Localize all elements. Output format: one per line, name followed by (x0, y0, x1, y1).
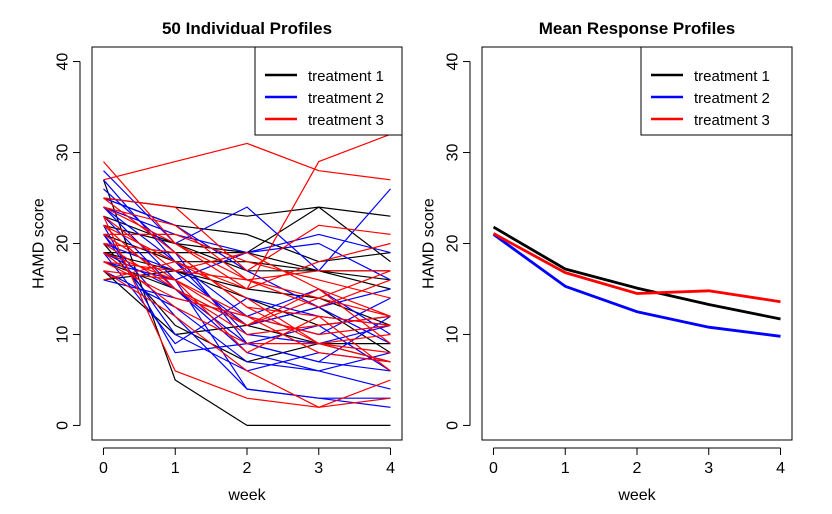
x-tick-label: 0 (489, 460, 498, 477)
x-tick-label: 3 (704, 460, 713, 477)
y-tick-label: 20 (445, 235, 462, 253)
y-tick-label: 40 (55, 53, 72, 71)
series-line (103, 270, 391, 390)
x-tick-label: 4 (386, 460, 395, 477)
series-line (103, 242, 391, 345)
series-line (492, 225, 781, 321)
legend-label: treatment 2 (308, 90, 384, 107)
y-axis-label: HAMD score (421, 198, 438, 289)
legend: treatment 1 treatment 2 treatment 3 (254, 46, 403, 136)
legend-label: treatment 2 (694, 90, 770, 107)
legend-label: treatment 3 (308, 112, 384, 129)
legend-box (640, 46, 793, 136)
chart-title: Mean Response Profiles (539, 19, 736, 38)
panel-1: 50 Individual Profiles 0 1 2 3 4 week 0 10 20 30 40… (31, 19, 403, 504)
legend-label: treatment 1 (308, 68, 384, 85)
legend: treatment 1 treatment 2 treatment 3 (640, 46, 793, 136)
series-line (103, 270, 391, 408)
series-line (103, 215, 391, 317)
y-tick-label: 0 (55, 421, 72, 430)
series-line (103, 252, 391, 372)
y-axis: 0 10 20 30 40 HAMD score (31, 53, 81, 430)
y-tick-label: 10 (55, 325, 72, 343)
y-tick-label: 40 (445, 53, 462, 71)
series-line (103, 224, 391, 354)
series-line (492, 233, 781, 338)
series-line (103, 197, 391, 272)
x-axis-label: week (227, 487, 266, 504)
series-line (103, 252, 391, 363)
x-tick-label: 3 (314, 460, 323, 477)
y-axis-label: HAMD score (31, 198, 48, 289)
legend-label: treatment 3 (694, 112, 770, 129)
series-line (103, 133, 391, 290)
series-line (103, 233, 391, 281)
x-tick-label: 1 (171, 460, 180, 477)
x-tick-label: 2 (243, 460, 252, 477)
y-axis: 0 10 20 30 40 HAMD score (421, 53, 471, 430)
y-tick-label: 10 (445, 325, 462, 343)
x-tick-label: 1 (561, 460, 570, 477)
x-tick-label: 2 (633, 460, 642, 477)
series-line (102, 215, 391, 408)
series-line (103, 170, 391, 272)
x-tick-label: 4 (776, 460, 785, 477)
series-group (102, 133, 391, 426)
y-tick-label: 30 (55, 144, 72, 162)
plot-frame (481, 46, 793, 441)
x-tick-label: 0 (99, 460, 108, 477)
plot-frame (91, 46, 403, 441)
x-axis-label: week (617, 487, 656, 504)
series-line (103, 206, 391, 281)
y-tick-label: 20 (55, 235, 72, 253)
series-line (492, 232, 781, 304)
chart-title: 50 Individual Profiles (162, 19, 332, 38)
x-axis: 0 1 2 3 4 week (99, 447, 395, 504)
legend-label: treatment 1 (694, 68, 770, 85)
series-line (103, 197, 391, 326)
legend-box (254, 46, 403, 136)
panel-2: Mean Response Profiles 0 1 2 3 4 week 0 10 20 30 40… (421, 19, 793, 504)
series-line (103, 142, 391, 181)
y-tick-label: 0 (445, 421, 462, 430)
series-line (103, 233, 391, 363)
x-axis: 0 1 2 3 4 week (489, 447, 785, 504)
y-tick-label: 30 (445, 144, 462, 162)
series-group (492, 225, 781, 338)
